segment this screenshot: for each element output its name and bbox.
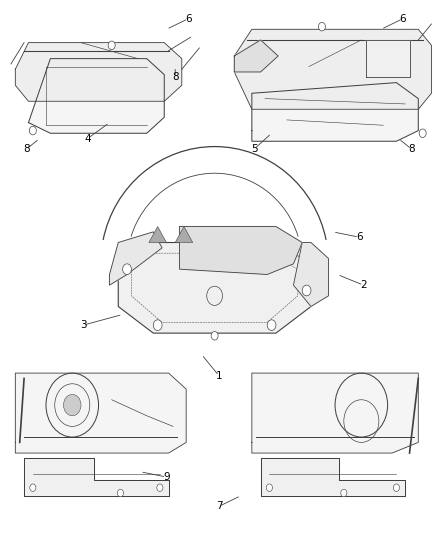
Text: 8: 8: [23, 144, 30, 154]
Polygon shape: [234, 40, 278, 72]
Polygon shape: [252, 83, 418, 141]
Circle shape: [266, 484, 272, 491]
Bar: [228, 8, 431, 179]
Text: 1: 1: [215, 371, 223, 381]
Circle shape: [318, 22, 325, 31]
Circle shape: [30, 484, 36, 491]
Polygon shape: [28, 59, 164, 133]
Circle shape: [123, 264, 131, 274]
Text: 4: 4: [84, 134, 91, 143]
Bar: [228, 362, 431, 528]
Bar: [4, 8, 206, 179]
Polygon shape: [110, 232, 162, 285]
Circle shape: [157, 484, 163, 491]
Text: 2: 2: [360, 280, 367, 290]
Circle shape: [108, 41, 115, 50]
Text: 7: 7: [215, 502, 223, 511]
Polygon shape: [24, 458, 169, 496]
Text: 3: 3: [80, 320, 87, 330]
Circle shape: [117, 489, 124, 497]
Polygon shape: [175, 227, 193, 243]
Text: 6: 6: [399, 14, 406, 23]
Circle shape: [153, 320, 162, 330]
Polygon shape: [118, 243, 311, 333]
Polygon shape: [234, 29, 431, 109]
Circle shape: [267, 320, 276, 330]
Polygon shape: [366, 40, 410, 77]
Polygon shape: [252, 373, 418, 453]
Text: 6: 6: [185, 14, 192, 23]
Bar: [4, 362, 201, 528]
Circle shape: [302, 285, 311, 296]
Bar: [48, 192, 385, 357]
Text: 6: 6: [356, 232, 363, 242]
Polygon shape: [15, 43, 182, 101]
Polygon shape: [15, 373, 186, 453]
Circle shape: [29, 126, 36, 135]
Text: 8: 8: [172, 72, 179, 82]
Circle shape: [419, 129, 426, 138]
Polygon shape: [293, 243, 328, 306]
Text: 5: 5: [251, 144, 258, 154]
Circle shape: [64, 394, 81, 416]
Polygon shape: [180, 227, 302, 274]
Circle shape: [393, 484, 399, 491]
Polygon shape: [261, 458, 405, 496]
Circle shape: [211, 332, 218, 340]
Polygon shape: [149, 227, 166, 243]
Text: 9: 9: [163, 472, 170, 482]
Text: 8: 8: [408, 144, 415, 154]
Circle shape: [341, 489, 347, 497]
